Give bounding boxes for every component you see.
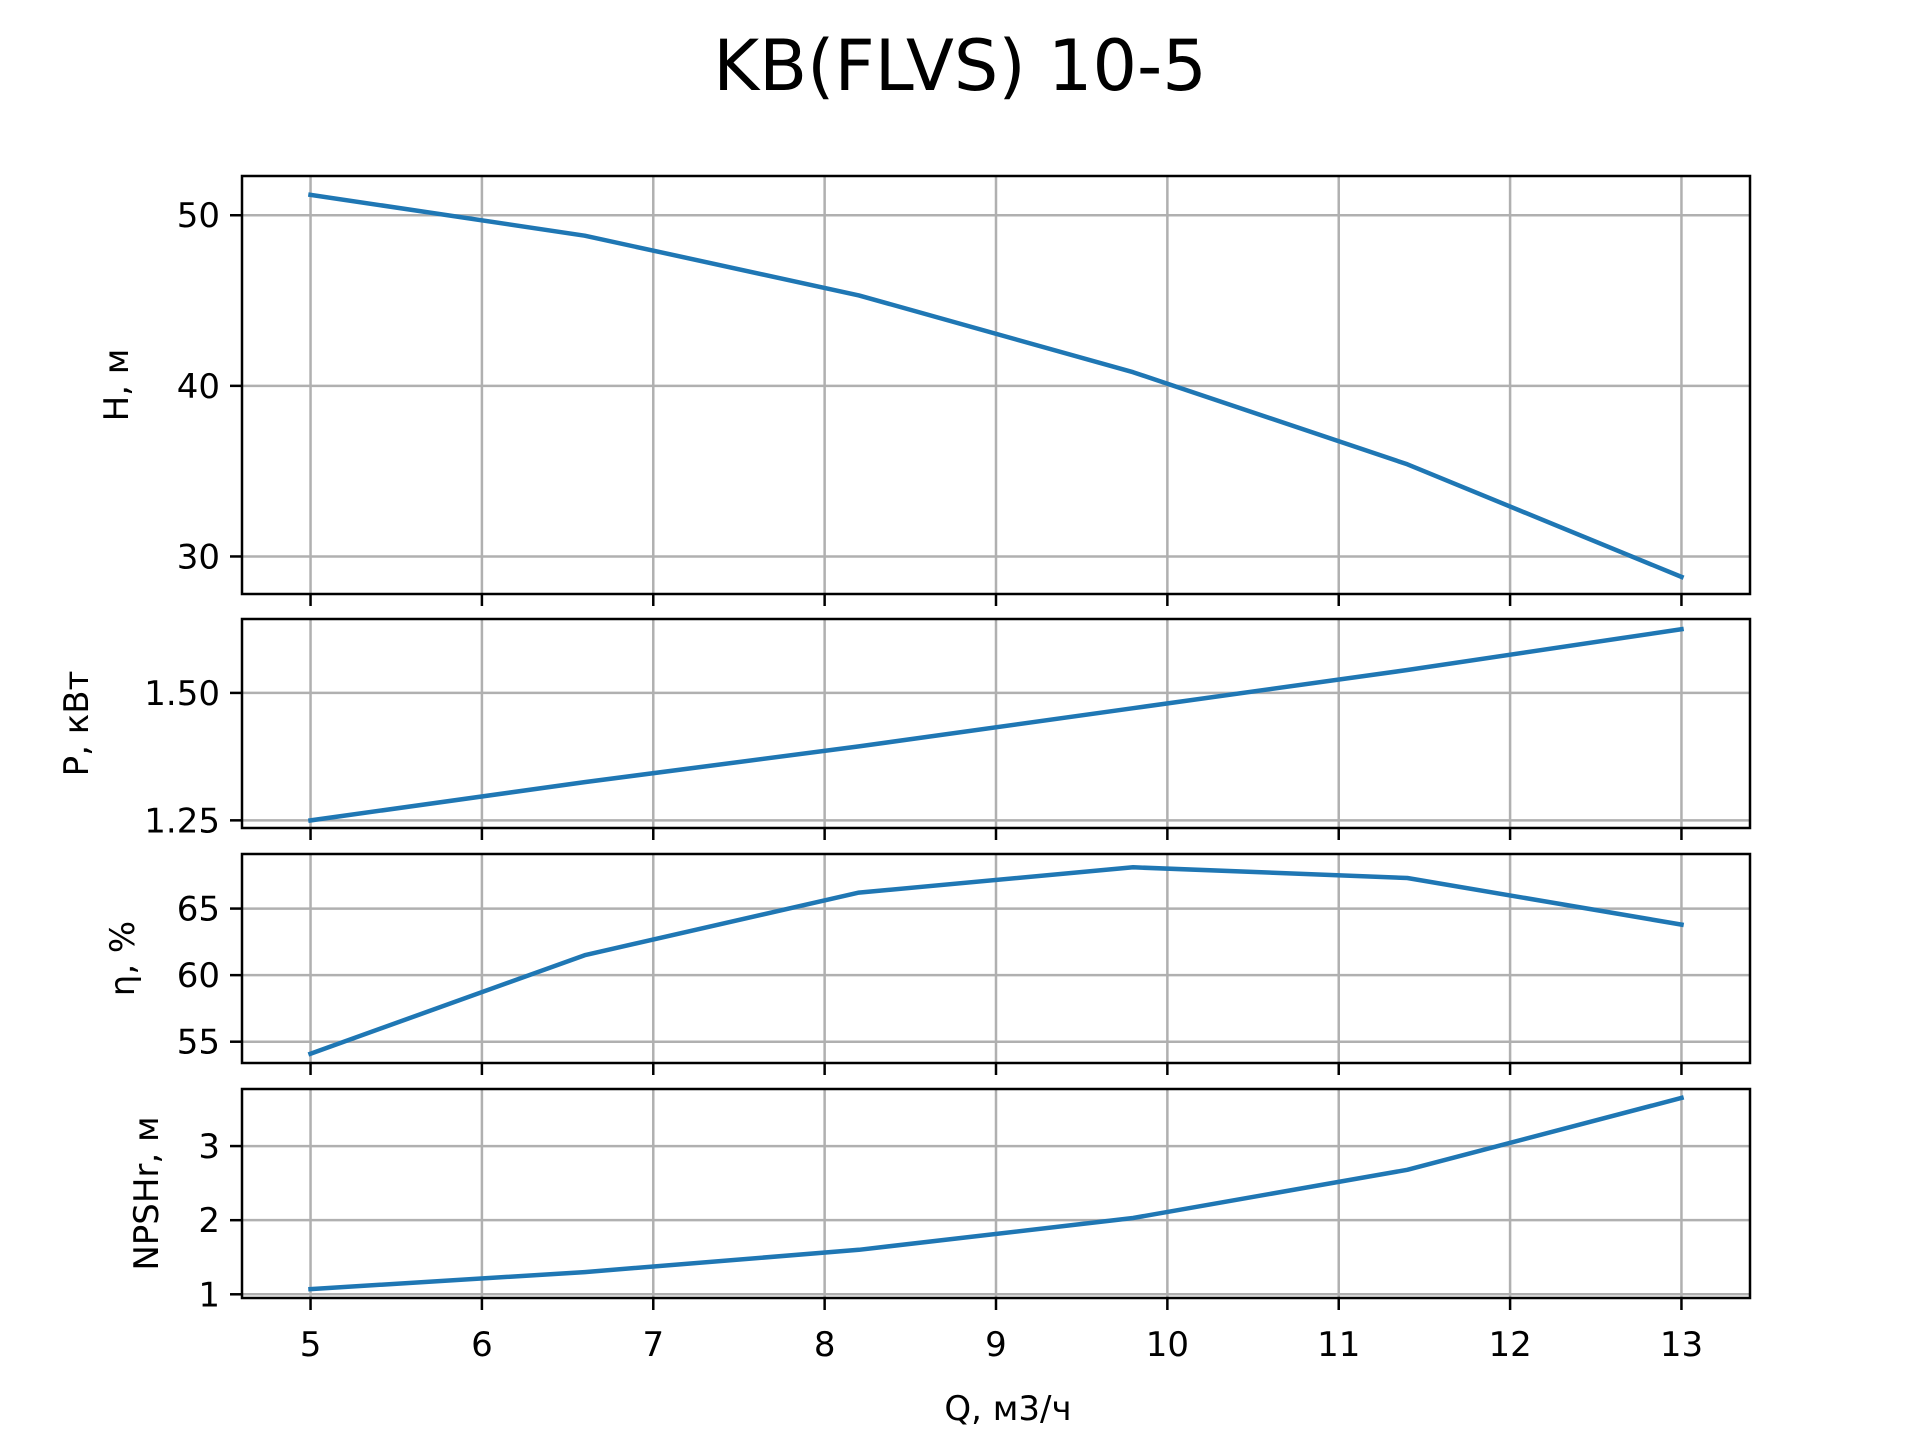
x-tick-label: 5 <box>300 1325 322 1365</box>
y-tick-label: 65 <box>177 890 220 930</box>
plot-frame <box>240 174 1752 596</box>
x-tick-label: 6 <box>471 1325 493 1365</box>
y-tick-label: 2 <box>198 1201 220 1241</box>
plot-frame <box>240 852 1752 1065</box>
y-tick-label: 60 <box>177 956 220 996</box>
x-axis-label: Q, м3/ч <box>944 1389 1071 1429</box>
panels: 30 40 50 H, м 1.25 1.50 P, кВт 55 60 65 η, % 1 2 3 NPS… <box>57 174 1752 1315</box>
series-line-npshr <box>308 1095 1685 1292</box>
y-axis-label: η, % <box>103 921 143 996</box>
panel-head: 30 40 50 H, м <box>97 174 1752 606</box>
x-tick-label: 10 <box>1146 1325 1189 1365</box>
chart-title: KB(FLVS) 10-5 <box>713 25 1207 107</box>
x-tick-label: 11 <box>1317 1325 1360 1365</box>
y-axis-label: P, кВт <box>57 671 97 777</box>
x-tick-label: 12 <box>1488 1325 1531 1365</box>
x-tick-label: 7 <box>642 1325 664 1365</box>
y-tick-label: 1.25 <box>144 801 220 841</box>
x-axis: 5 6 7 8 9 10 11 12 13 <box>300 1325 1703 1365</box>
panel-efficiency: 55 60 65 η, % <box>103 852 1752 1075</box>
y-axis-label: H, м <box>97 349 137 422</box>
y-tick-label: 55 <box>177 1023 220 1063</box>
y-tick-label: 50 <box>177 196 220 236</box>
series-line-head <box>307 192 1685 580</box>
series-line-power <box>307 626 1685 823</box>
plot-frame <box>240 1087 1752 1300</box>
panel-npshr: 1 2 3 NPSHr, м <box>127 1087 1752 1315</box>
panel-power: 1.25 1.50 P, кВт <box>57 617 1752 841</box>
x-tick-label: 13 <box>1660 1325 1703 1365</box>
x-tick-label: 9 <box>985 1325 1007 1365</box>
y-axis-label: NPSHr, м <box>127 1116 167 1270</box>
plot-frame <box>240 617 1752 830</box>
y-tick-label: 1.50 <box>144 674 220 714</box>
x-tick-label: 8 <box>814 1325 836 1365</box>
y-tick-label: 1 <box>198 1275 220 1315</box>
y-tick-label: 40 <box>177 367 220 407</box>
y-tick-label: 30 <box>177 537 220 577</box>
y-tick-label: 3 <box>198 1127 220 1167</box>
series-line-efficiency <box>307 865 1685 1057</box>
